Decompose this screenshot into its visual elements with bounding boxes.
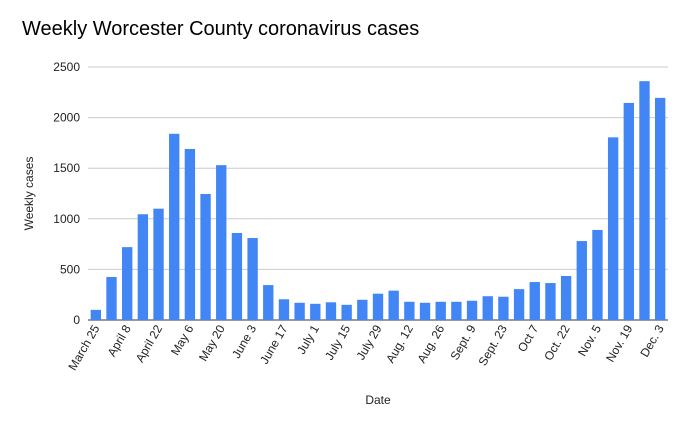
bar: [576, 241, 587, 320]
x-tick-label: Aug. 12: [383, 322, 416, 365]
bar: [404, 301, 415, 320]
x-tick-label: Oct 7: [515, 322, 542, 354]
x-tick-label: Sept. 9: [448, 322, 479, 362]
bar: [231, 232, 243, 320]
bar: [263, 285, 274, 320]
x-tick-label: Sept. 23: [476, 322, 511, 368]
bar: [341, 304, 352, 320]
x-tick-label: March 25: [65, 322, 102, 373]
y-tick-label: 2000: [53, 111, 80, 125]
x-tick-label: May 20: [196, 322, 228, 363]
bar: [639, 81, 650, 320]
x-tick-label: April 8: [105, 322, 134, 359]
y-tick-label: 2500: [53, 60, 80, 74]
bar: [513, 289, 525, 320]
bar: [325, 302, 337, 320]
bar: [607, 137, 619, 320]
bar: [310, 303, 321, 320]
x-tick-label: May 6: [168, 322, 197, 358]
bar: [529, 282, 540, 320]
bar: [184, 148, 196, 320]
bar: [498, 296, 509, 320]
y-axis-title: Weekly cases: [22, 157, 36, 231]
bar: [153, 208, 164, 320]
bar: [545, 283, 556, 320]
bar: [466, 300, 478, 320]
x-tick-label: July 1: [294, 322, 322, 356]
y-tick-label: 1000: [53, 212, 80, 226]
x-tick-label: June 17: [257, 322, 291, 366]
x-axis-title: Date: [365, 393, 391, 407]
bar: [216, 165, 227, 320]
bar: [372, 293, 384, 320]
bar: [90, 309, 102, 320]
bar: [560, 275, 572, 320]
y-tick-label: 500: [60, 262, 80, 276]
bar: [482, 296, 493, 320]
x-tick-label: July 29: [353, 322, 384, 362]
y-tick-label: 1500: [53, 161, 80, 175]
bar: [137, 214, 149, 320]
x-tick-label: Nov. 19: [603, 322, 636, 364]
bar: [388, 290, 399, 320]
bar: [122, 247, 133, 320]
bar: [200, 194, 211, 320]
bar: [419, 302, 431, 320]
x-tick-label: Nov. 5: [575, 322, 604, 359]
x-tick-label: April 22: [133, 322, 166, 365]
bar: [357, 299, 368, 320]
bar: [169, 133, 180, 320]
x-tick-label: Aug. 26: [414, 322, 447, 365]
bar: [435, 301, 446, 320]
y-tick-label: 0: [73, 313, 80, 327]
x-tick-label: Oct. 22: [541, 322, 573, 363]
bar: [247, 238, 258, 320]
x-tick-label: June 3: [229, 322, 259, 360]
bar: [623, 102, 634, 321]
bar: [294, 302, 305, 320]
x-tick-label: Dec. 3: [637, 322, 667, 359]
chart-title: Weekly Worcester County coronavirus case…: [22, 18, 420, 40]
bar: [106, 276, 117, 320]
x-tick-label: July 15: [322, 322, 353, 362]
bar: [278, 299, 290, 320]
bar: [592, 229, 603, 320]
bar: [451, 301, 462, 320]
bar: [654, 97, 666, 320]
